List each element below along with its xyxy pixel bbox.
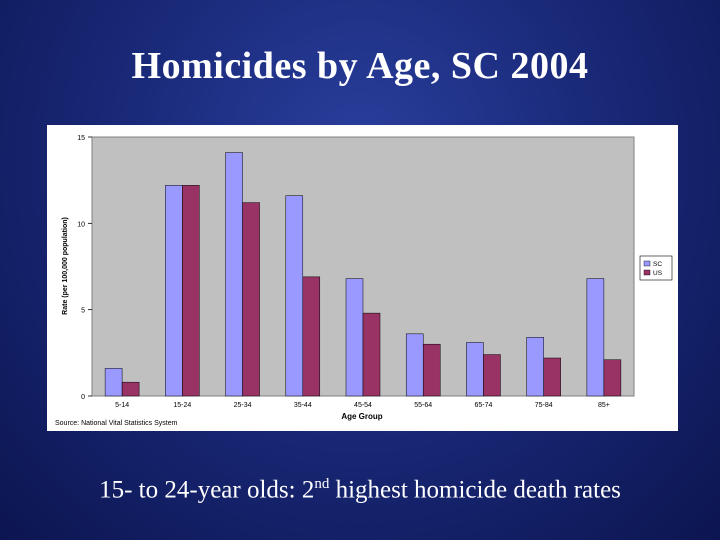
bar-us-75-84 [543, 357, 561, 397]
chart-panel: 0 5 10 15 5-14 15-24 25-34 35-44 45-54 55-64 65-74… [47, 125, 678, 431]
x-tick-label: 25-34 [234, 402, 252, 409]
bar-us-45-54 [362, 312, 381, 397]
bar-sc-75-84 [526, 337, 544, 397]
y-tick-label: 15 [77, 135, 85, 142]
bar-us-5-14 [121, 381, 140, 397]
bar-us-85+ [603, 359, 622, 397]
legend: SC US [639, 255, 673, 281]
bar-sc-25-34 [225, 152, 243, 397]
x-tick-label: 75-84 [535, 402, 553, 409]
caption-superscript: nd [314, 476, 330, 492]
y-tick-label: 10 [77, 221, 85, 228]
slide-title: Homicides by Age, SC 2004 [131, 45, 589, 87]
legend-label-sc: SC [653, 261, 662, 268]
legend-swatch-sc [643, 260, 651, 267]
bar-sc-35-44 [285, 195, 304, 397]
bar-sc-65-74 [466, 342, 484, 397]
x-tick-label: 65-74 [474, 402, 492, 409]
x-axis-label: Age Group [341, 412, 382, 421]
bar-us-25-34 [242, 202, 260, 397]
bar-us-15-24 [182, 185, 200, 397]
bar-us-55-64 [422, 343, 441, 397]
x-tick-label: 85+ [598, 402, 610, 409]
plot-area: 0 5 10 15 5-14 15-24 25-34 35-44 45-54 55-64 65-74… [77, 135, 635, 409]
x-tick-label: 45-54 [354, 402, 372, 409]
x-tick-label: 5-14 [115, 402, 129, 409]
x-tick-label: 15-24 [173, 402, 191, 409]
caption-prefix: 15- to 24-year olds: 2 [99, 476, 315, 504]
bar-us-35-44 [302, 276, 321, 397]
x-tick-label: 35-44 [294, 402, 312, 409]
bar-sc-5-14 [104, 368, 123, 397]
legend-swatch-us [643, 269, 651, 276]
source-note: Source: National Vital Statistics System [55, 420, 178, 427]
x-tick-label: 55-64 [414, 402, 432, 409]
bar-chart: 0 5 10 15 5-14 15-24 25-34 35-44 45-54 55-64 65-74… [55, 135, 673, 427]
slide-caption: 15- to 24-year olds: 2nd highest homicid… [0, 476, 720, 504]
bar-us-65-74 [483, 354, 501, 397]
bar-sc-85+ [586, 278, 605, 397]
y-tick-label: 5 [81, 308, 85, 315]
bar-sc-15-24 [165, 185, 183, 397]
legend-label-us: US [653, 270, 663, 277]
y-axis-label: Rate (per 100,000 population) [62, 217, 69, 315]
bar-sc-45-54 [345, 278, 364, 397]
bar-sc-55-64 [405, 333, 424, 397]
legend-box [639, 255, 673, 281]
caption-suffix: highest homicide death rates [329, 476, 621, 504]
y-tick-label: 0 [81, 394, 85, 401]
